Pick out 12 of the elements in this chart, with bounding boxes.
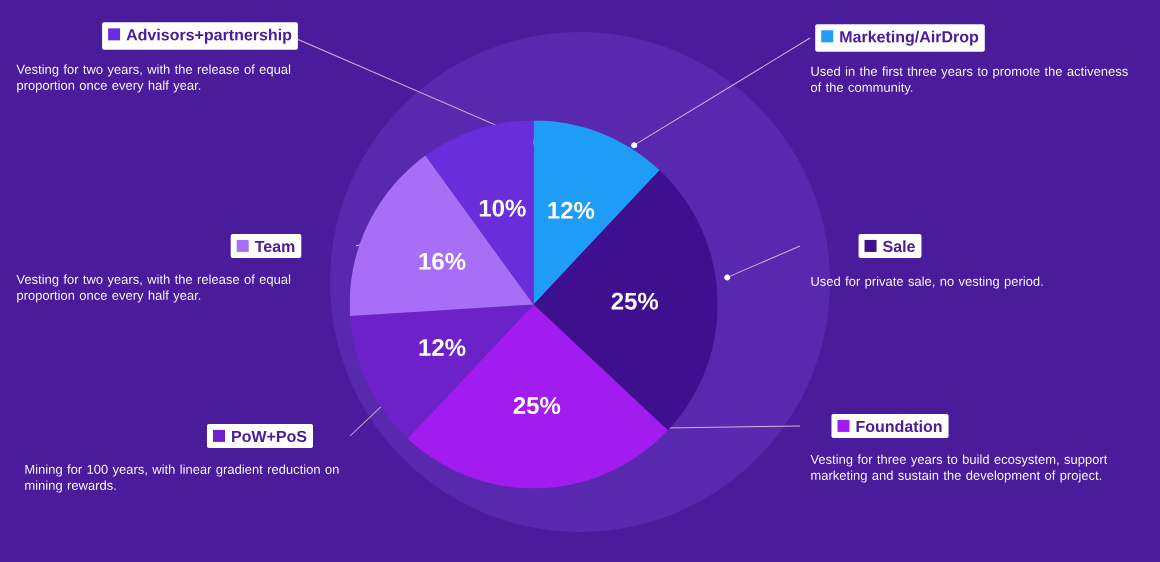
legend-label: Team xyxy=(254,240,295,253)
data-label: 10% xyxy=(479,199,526,217)
legend-label: Foundation xyxy=(856,420,942,433)
data-label: 25% xyxy=(611,292,659,310)
legend-label: Sale xyxy=(883,240,915,253)
legend-label: Advisors+partnership xyxy=(126,28,292,44)
data-label: 16% xyxy=(419,252,466,270)
legend-label: PoW+PoS xyxy=(232,430,307,443)
data-label: 25% xyxy=(513,397,561,415)
data-label: 12% xyxy=(548,201,595,219)
legend-label: Marketing/AirDrop xyxy=(840,30,979,46)
data-label: 12% xyxy=(419,339,466,356)
